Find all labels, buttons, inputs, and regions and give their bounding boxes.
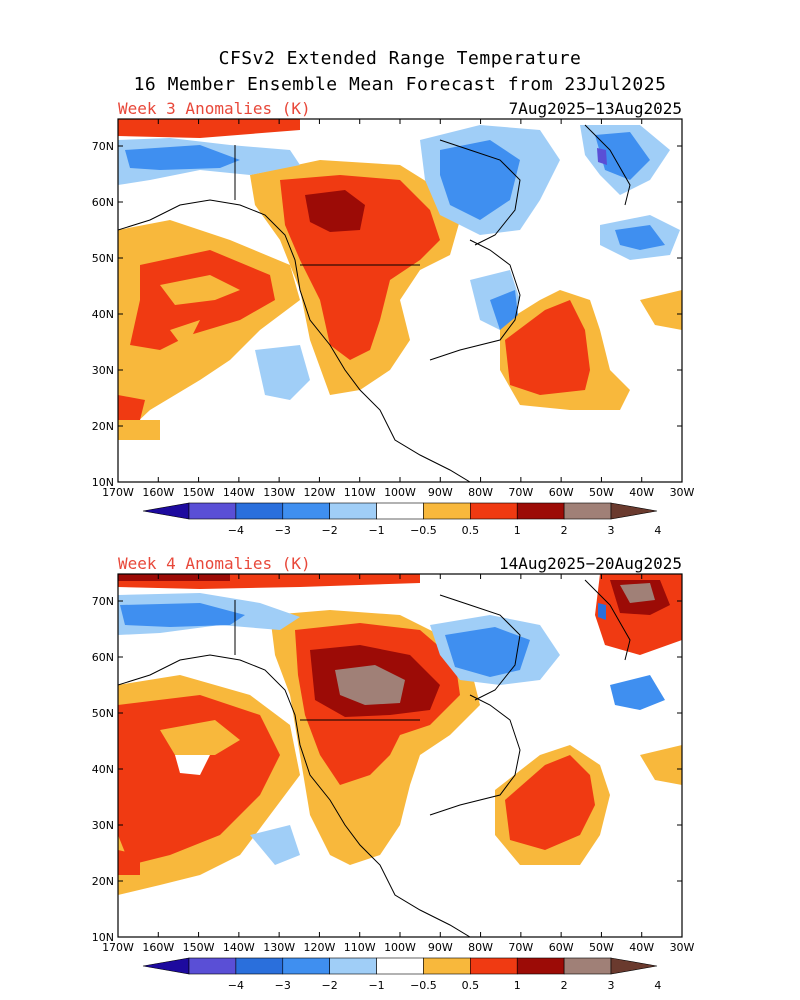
week3-lon-label: 110W (344, 486, 376, 499)
week3-lon-label: 170W (102, 486, 134, 499)
week3-date-range: 7Aug2025−13Aug2025 (508, 99, 682, 118)
week4-lon-label: 140W (223, 941, 255, 954)
week3-colorbar-label: 3 (608, 524, 615, 537)
week4-colorbar-swatch (282, 957, 330, 975)
week4-colorbar-label: 1 (514, 979, 521, 992)
week4-label: Week 4 Anomalies (K) (118, 554, 311, 573)
week4-colorbar-label: −2 (322, 979, 338, 992)
week4-date-range: 14Aug2025−20Aug2025 (498, 554, 682, 573)
week4-colorbar-swatch (329, 957, 377, 975)
week3-colorbar-label: −3 (275, 524, 291, 537)
week4-colorbar-swatch (516, 957, 565, 975)
week4-lon-label: 40W (629, 941, 654, 954)
week3-lon-label: 160W (142, 486, 174, 499)
week3-lat-label: 50N (92, 252, 114, 265)
week3-lat-label: 60N (92, 196, 114, 209)
week4-colorbar-swatch (470, 957, 518, 975)
week4-lon-label: 90W (428, 941, 453, 954)
week4-anomaly-field (118, 574, 682, 937)
week3-anomaly-field (118, 119, 682, 482)
week3-colorbar-label: −0.5 (410, 524, 437, 537)
week3-colorbar-label: 0.5 (462, 524, 480, 537)
week3-lon-label: 90W (428, 486, 453, 499)
week4-lat-label: 70N (92, 595, 114, 608)
week3-lat-label: 30N (92, 364, 114, 377)
week3-lon-label: 60W (549, 486, 574, 499)
week4-colorbar: −4 −3 −2 −1 −0.5 0.5 1 2 3 4 (142, 957, 661, 992)
week3-colorbar: −4 −3 −2 −1 −0.5 0.5 1 2 3 4 (142, 502, 661, 537)
week3-colorbar-label: 2 (561, 524, 568, 537)
week4-colorbar-swatch (376, 957, 424, 975)
week3-lon-label: 80W (468, 486, 493, 499)
week3-lon-label: 30W (670, 486, 695, 499)
week4-lat-label: 60N (92, 651, 114, 664)
week4-lon-label: 80W (468, 941, 493, 954)
week4-lat-label: 20N (92, 875, 114, 888)
week4-lon-label: 60W (549, 941, 574, 954)
week3-lon-label: 120W (303, 486, 335, 499)
week4-lat-label: 30N (92, 819, 114, 832)
week4-lat-label: 50N (92, 707, 114, 720)
week4-lat-label: 10N (92, 931, 114, 944)
week3-lat-label: 10N (92, 476, 114, 489)
title-line-1: CFSv2 Extended Range Temperature (218, 48, 582, 69)
week3-lon-label: 140W (223, 486, 255, 499)
week3-lat-label: 20N (92, 420, 114, 433)
week3-lon-label: 50W (589, 486, 614, 499)
week4-lon-label: 120W (303, 941, 335, 954)
week4-colorbar-label: 0.5 (462, 979, 480, 992)
week3-lon-label: 40W (629, 486, 654, 499)
week3-colorbar-label: −1 (368, 524, 384, 537)
week3-lon-label: 130W (263, 486, 295, 499)
week4-colorbar-swatch (423, 957, 471, 975)
week4-lon-label: 170W (102, 941, 134, 954)
week4-colorbar-swatch (188, 957, 237, 975)
week4-colorbar-min-triangle (142, 957, 190, 975)
week4-lon-label: 100W (384, 941, 416, 954)
week4-colorbar-swatch (563, 957, 612, 975)
week4-lon-label: 130W (263, 941, 295, 954)
week3-lon-label: 70W (508, 486, 533, 499)
week4-colorbar-label: 2 (561, 979, 568, 992)
week4-coastlines (118, 579, 631, 937)
week4-lon-label: 160W (142, 941, 174, 954)
week4-colorbar-max-triangle (610, 957, 658, 975)
week4-colorbar-label: 3 (608, 979, 615, 992)
week3-colorbar-max-triangle (610, 502, 658, 520)
week4-colorbar-label: 4 (654, 979, 661, 992)
week3-coastlines (118, 124, 631, 482)
week3-label: Week 3 Anomalies (K) (118, 99, 311, 118)
week3-lon-label: 150W (183, 486, 215, 499)
week4-colorbar-label: −3 (275, 979, 291, 992)
week4-lat-label: 40N (92, 763, 114, 776)
week4-colorbar-label: −1 (368, 979, 384, 992)
week4-lon-label: 50W (589, 941, 614, 954)
week4-colorbar-swatch (235, 957, 284, 975)
week3-lon-label: 100W (384, 486, 416, 499)
week4-colorbar-label: −4 (228, 979, 244, 992)
week3-colorbar-label: −2 (322, 524, 338, 537)
week4-lon-label: 110W (344, 941, 376, 954)
title-line-2: 16 Member Ensemble Mean Forecast from 23… (133, 74, 667, 95)
week3-colorbar-label: 4 (654, 524, 661, 537)
week4-lon-label: 70W (508, 941, 533, 954)
week4-colorbar-label: −0.5 (410, 979, 437, 992)
week3-colorbar-label: 1 (514, 524, 521, 537)
week4-lon-label: 150W (183, 941, 215, 954)
week4-lon-label: 30W (670, 941, 695, 954)
week3-lat-label: 70N (92, 140, 114, 153)
week3-colorbar-label: −4 (228, 524, 244, 537)
week3-lat-label: 40N (92, 308, 114, 321)
